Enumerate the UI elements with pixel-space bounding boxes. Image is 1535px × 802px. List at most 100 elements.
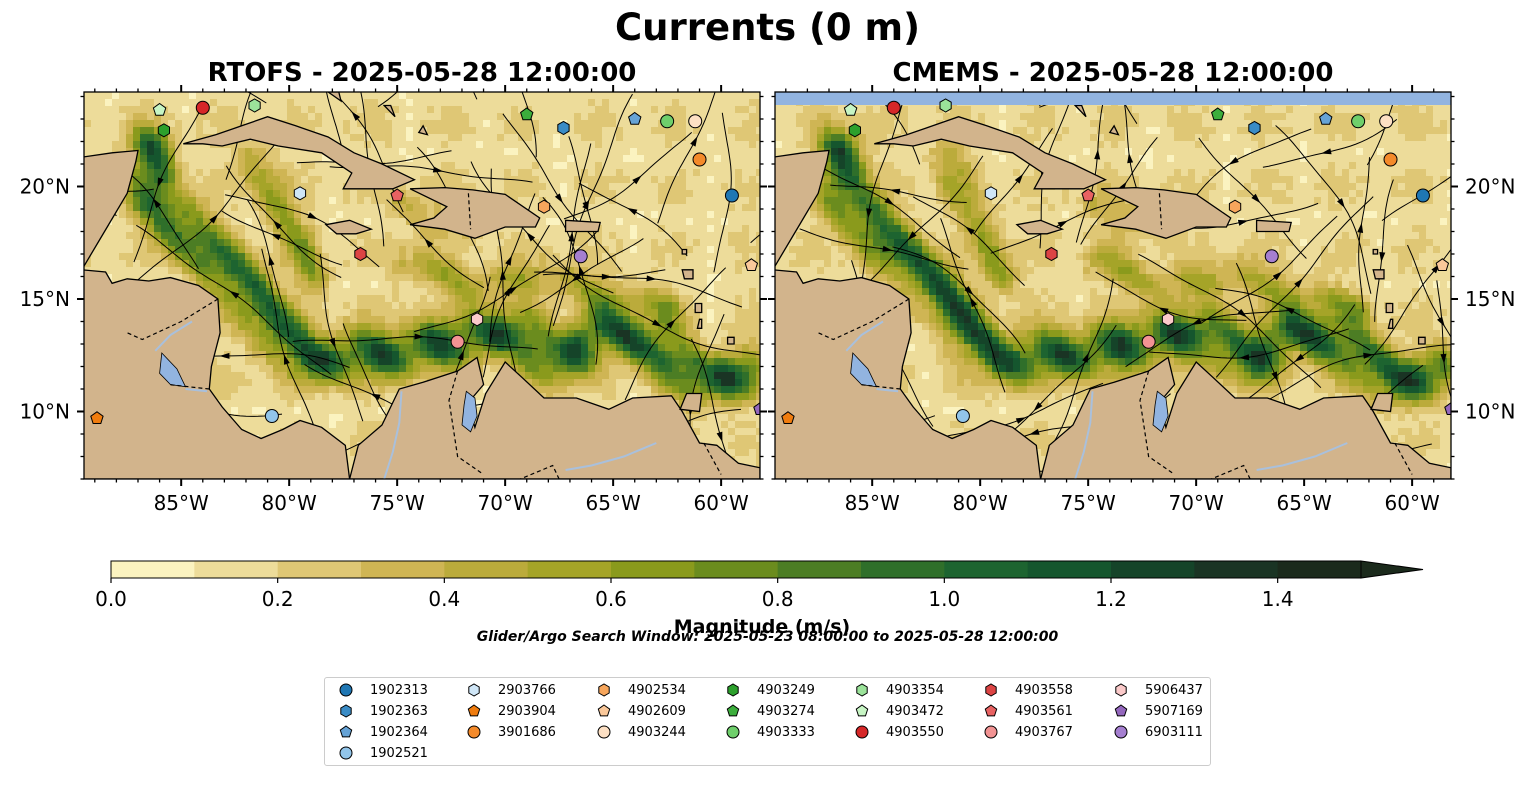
- circle-icon: [339, 746, 353, 760]
- legend-label: 1902313: [370, 682, 428, 698]
- legend-label: 5906437: [1145, 682, 1203, 698]
- colorbar-tick-label: 1.4: [1262, 587, 1294, 611]
- float-marker-3901686: [1383, 152, 1398, 167]
- legend-label: 5907169: [1145, 703, 1203, 719]
- hexagon-marker-icon: [340, 704, 352, 718]
- legend-label: 1902363: [370, 703, 428, 719]
- legend-label: 1902521: [370, 745, 428, 761]
- x-tick-label: 80°W: [262, 491, 317, 515]
- hexagon-icon: [598, 683, 610, 697]
- pentagon-icon: [597, 704, 611, 717]
- colorbar-segment: [861, 561, 945, 578]
- colorbar-segment: [1111, 561, 1195, 578]
- y-tick-label: 20°N: [20, 175, 70, 199]
- y-tick-label: 15°N: [1465, 287, 1515, 311]
- hexagon-marker-icon: [598, 683, 610, 697]
- colorbar-segment: [277, 561, 362, 578]
- legend-label: 4903333: [757, 724, 815, 740]
- legend-item-2903904: 2903904: [466, 702, 556, 720]
- cmems-map-panel: 85°W 80°W 75°W 70°W 65°W 60°W 10°N 15°N 20°N: [768, 85, 1515, 515]
- circle-icon: [597, 725, 611, 739]
- legend-label: 4903472: [886, 703, 944, 719]
- float-marker-1902521: [955, 409, 970, 423]
- colorbar-segment: [111, 561, 195, 578]
- float-marker-4903558: [1045, 246, 1058, 262]
- pentagon-icon: [984, 704, 998, 717]
- float-marker-4903274: [520, 107, 534, 121]
- legend-label: 2903904: [498, 703, 556, 719]
- x-tick-label: 60°W: [1385, 491, 1440, 515]
- x-tick-label: 70°W: [1169, 491, 1224, 515]
- colorbar-tick-label: 1.2: [1095, 587, 1127, 611]
- legend-item-4902609: 4902609: [596, 702, 686, 720]
- legend-item-6903111: 6903111: [1113, 723, 1203, 741]
- hexagon-marker-icon: [856, 683, 868, 697]
- legend-item-1902364: 1902364: [338, 723, 428, 741]
- float-marker-1902521: [264, 409, 279, 423]
- legend-label: 4903561: [1015, 703, 1073, 719]
- circle-icon: [726, 725, 740, 739]
- float-marker-4903249: [157, 123, 170, 138]
- float-marker-4903333: [1351, 114, 1366, 129]
- pentagon-icon: [467, 704, 481, 717]
- legend-item-4903249: 4903249: [725, 681, 815, 699]
- float-marker-4903244: [688, 114, 703, 129]
- rtofs-panel-title: RTOFS - 2025-05-28 12:00:00: [207, 58, 637, 88]
- hexagon-icon: [856, 683, 868, 697]
- legend-label: 3901686: [498, 724, 556, 740]
- float-marker-4902534: [537, 199, 551, 214]
- y-tick-label: 10°N: [1465, 400, 1515, 424]
- x-tick-label: 80°W: [953, 491, 1008, 515]
- hexagon-icon: [985, 683, 997, 697]
- colorbar-tick-label: 1.0: [928, 587, 960, 611]
- colorbar-tick-label: 0.8: [762, 587, 794, 611]
- float-marker-4903333: [660, 114, 675, 129]
- legend-label: 4903767: [1015, 724, 1073, 740]
- pentagon-icon: [726, 704, 740, 717]
- x-tick-label: 75°W: [1061, 491, 1116, 515]
- legend-item-4903767: 4903767: [983, 723, 1073, 741]
- pentagon-icon: [339, 725, 353, 738]
- pentagon-marker-icon: [984, 704, 998, 717]
- pentagon-icon: [855, 704, 869, 717]
- colorbar-segment: [361, 561, 445, 578]
- hexagon-icon: [340, 704, 352, 718]
- float-marker-4903354: [248, 98, 261, 113]
- float-marker-4902534: [1228, 199, 1242, 214]
- x-tick-label: 60°W: [694, 491, 749, 515]
- y-tick-label: 10°N: [20, 400, 70, 424]
- circle-marker-icon: [984, 725, 998, 739]
- circle-icon: [855, 725, 869, 739]
- colorbar-segment: [694, 561, 779, 578]
- legend-label: 4903244: [628, 724, 686, 740]
- hexagon-marker-icon: [468, 683, 480, 697]
- hexagon-marker-icon: [985, 683, 997, 697]
- circle-marker-icon: [597, 725, 611, 739]
- legend-item-4903558: 4903558: [983, 681, 1073, 699]
- circle-icon: [984, 725, 998, 739]
- pentagon-marker-icon: [597, 704, 611, 717]
- colorbar-tick-label: 0.0: [95, 587, 127, 611]
- float-marker-2903904: [90, 411, 104, 424]
- x-tick-label: 85°W: [845, 491, 900, 515]
- hexagon-marker-icon: [727, 683, 739, 697]
- hexagon-icon: [727, 683, 739, 697]
- cmems-panel-title: CMEMS - 2025-05-28 12:00:00: [892, 58, 1334, 88]
- legend-item-2903766: 2903766: [466, 681, 556, 699]
- float-marker-2903904: [781, 411, 795, 424]
- float-marker-4903550: [195, 100, 210, 115]
- circle-marker-icon: [467, 725, 481, 739]
- x-tick-label: 70°W: [478, 491, 533, 515]
- float-marker-4903472: [152, 102, 167, 116]
- y-tick-label: 20°N: [1465, 175, 1515, 199]
- float-marker-1902364: [628, 111, 642, 125]
- search-window-caption: Glider/Argo Search Window: 2025-05-23 08…: [476, 629, 1059, 645]
- colorbar-segment: [194, 561, 279, 578]
- float-marker-4903550: [886, 100, 901, 115]
- y-tick-label: 15°N: [20, 287, 70, 311]
- legend-item-4903561: 4903561: [983, 702, 1073, 720]
- colorbar-tick-label: 0.4: [428, 587, 460, 611]
- float-marker-2903766: [984, 186, 998, 201]
- legend-label: 4903550: [886, 724, 944, 740]
- colorbar-segment: [444, 561, 529, 578]
